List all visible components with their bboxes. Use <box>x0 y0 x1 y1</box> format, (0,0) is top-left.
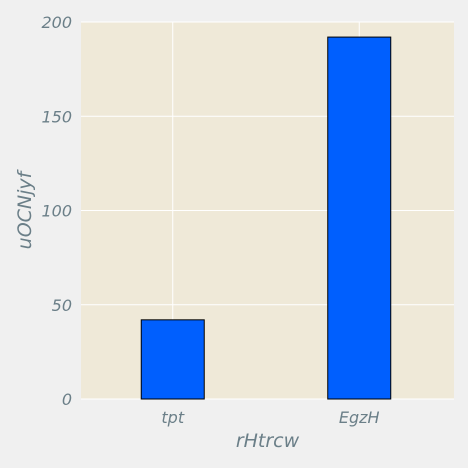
y-tick-label: 150 <box>41 107 72 126</box>
bar-EgzH <box>328 37 391 399</box>
x-axis-label: rHtrcw <box>236 430 300 452</box>
x-tick-label: tpt <box>161 408 184 427</box>
x-tick-label: EgzH <box>339 408 380 427</box>
y-axis-ticks: 0 50 100 150 200 <box>41 13 72 409</box>
y-tick-label: 200 <box>41 13 72 32</box>
x-axis-ticks: tpt EgzH <box>161 408 379 427</box>
bar-tpt <box>141 320 204 399</box>
y-tick-label: 50 <box>52 296 72 315</box>
y-tick-label: 100 <box>41 202 72 221</box>
y-axis-label: uOCNjyf <box>14 168 36 249</box>
y-tick-label: 0 <box>62 390 72 409</box>
